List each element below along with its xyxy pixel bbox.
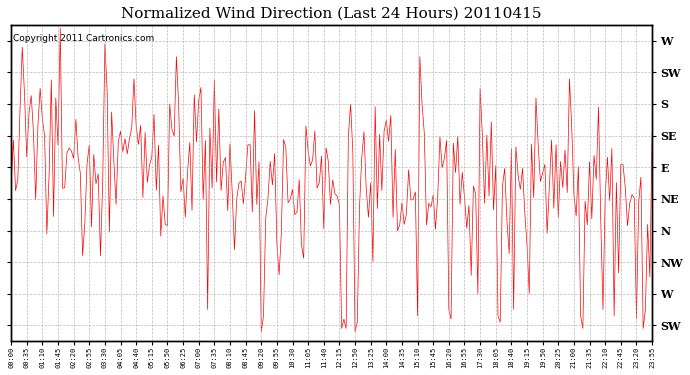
Title: Normalized Wind Direction (Last 24 Hours) 20110415: Normalized Wind Direction (Last 24 Hours… xyxy=(121,7,542,21)
Text: Copyright 2011 Cartronics.com: Copyright 2011 Cartronics.com xyxy=(13,34,155,44)
